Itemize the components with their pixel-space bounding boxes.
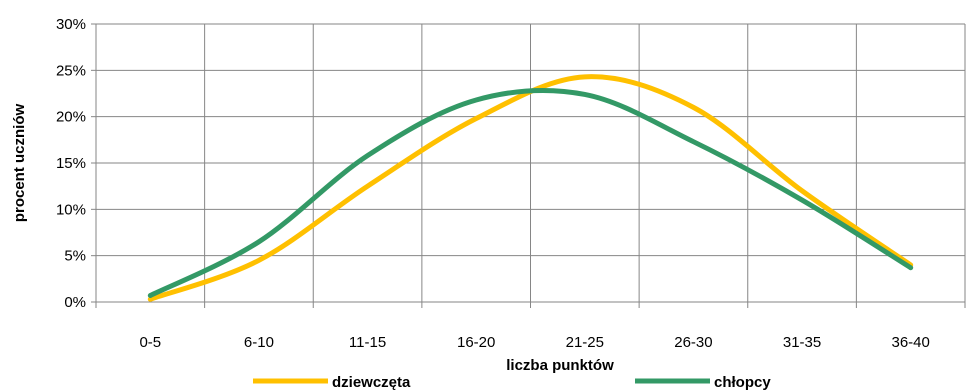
- legend-label: chłopcy: [714, 374, 771, 391]
- legend-label: dziewczęta: [332, 374, 411, 391]
- legend: dziewczęta chłopcy: [253, 374, 771, 391]
- x-tick-label: 31-35: [783, 334, 821, 351]
- y-tick-label: 10%: [56, 201, 86, 218]
- x-tick-label: 6-10: [244, 334, 274, 351]
- y-tick-label: 25%: [56, 62, 86, 79]
- x-tick-label: 21-25: [566, 334, 604, 351]
- x-axis-ticks: 0-5 6-10 11-15 16-20 21-25 26-30 31-35 36-40: [139, 334, 929, 351]
- x-tick-label: 26-30: [674, 334, 712, 351]
- y-tick-label: 0%: [64, 294, 86, 311]
- y-tick-label: 15%: [56, 155, 86, 172]
- x-tick-label: 11-15: [349, 334, 386, 351]
- grid-lines: [91, 23, 966, 308]
- y-axis-title: procent uczniów: [11, 104, 28, 223]
- series-line-1: [147, 87, 914, 299]
- y-tick-label: 30%: [56, 16, 86, 33]
- x-tick-label: 16-20: [457, 334, 495, 351]
- y-tick-label: 20%: [56, 109, 86, 126]
- data-series: [147, 74, 914, 302]
- x-tick-label: 0-5: [139, 334, 161, 351]
- x-axis-title: liczba punktów: [506, 357, 614, 374]
- x-tick-label: 36-40: [892, 334, 930, 351]
- y-tick-label: 5%: [64, 248, 86, 265]
- y-axis-ticks: 0% 5% 10% 15% 20% 25% 30%: [56, 16, 86, 311]
